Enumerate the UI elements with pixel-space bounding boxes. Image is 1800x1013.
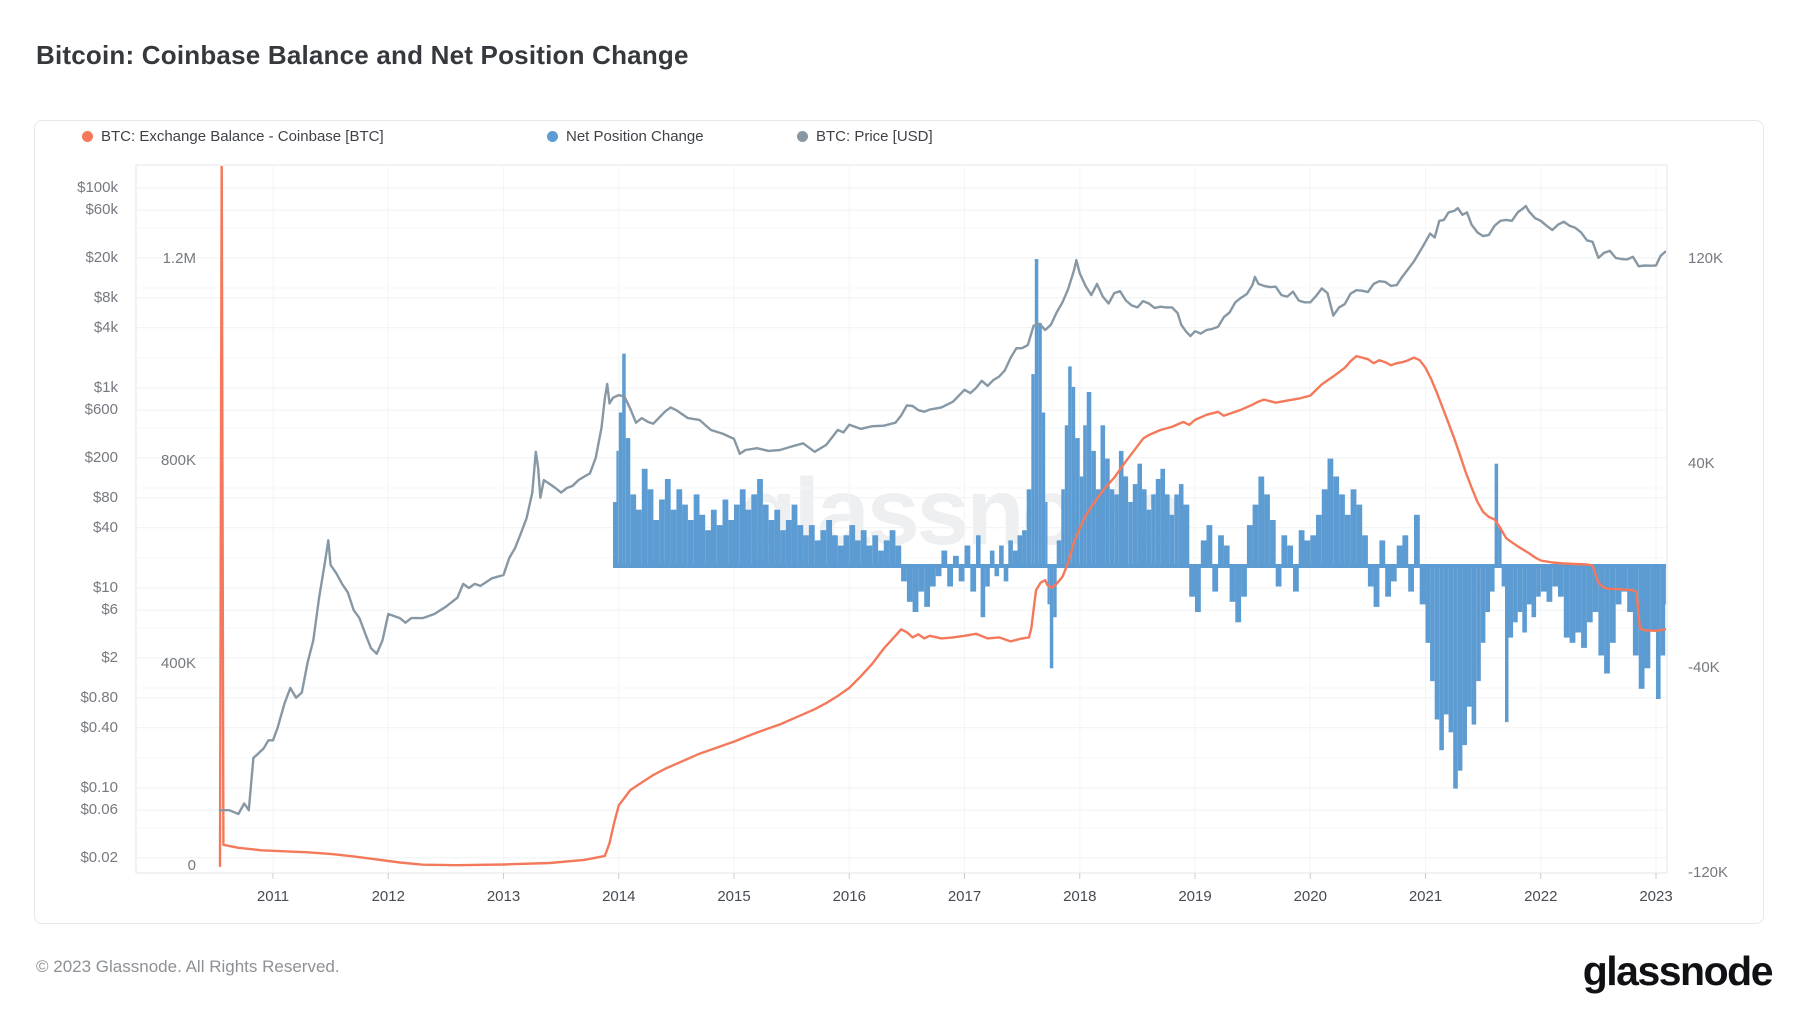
x-axis-tick-year: 2012 (371, 888, 405, 905)
chart-card (34, 120, 1764, 924)
y-axis-tick-price: $6 (101, 601, 118, 619)
x-axis-tick-year: 2022 (1524, 888, 1558, 905)
x-axis-tick-year: 2011 (256, 888, 290, 905)
y-axis-tick-price: $10 (92, 579, 118, 596)
series-btc-price (218, 204, 1666, 816)
series-exchange-balance (218, 166, 1666, 868)
gridlines (136, 165, 1667, 879)
y-axis-tick-price: $200 (84, 448, 118, 466)
page-title: Bitcoin: Coinbase Balance and Net Positi… (36, 40, 689, 70)
x-axis-tick-year: 2018 (1063, 888, 1097, 905)
y-axis-tick-price: $60k (85, 201, 118, 219)
legend-label: Net Position Change (566, 128, 704, 145)
y-axis-tick-price: $40 (92, 518, 118, 536)
legend-dot-icon (547, 131, 558, 142)
y-axis-tick-price: $0.10 (80, 779, 118, 796)
y-axis-tick-npc: -120K (1688, 864, 1729, 881)
x-axis-tick-year: 2014 (602, 888, 636, 905)
legend-dot-icon (797, 131, 808, 142)
series-net-position-change (612, 259, 1666, 789)
y-axis-tick-price: $1k (93, 379, 118, 396)
legend-label: BTC: Exchange Balance - Coinbase [BTC] (101, 128, 384, 145)
y-axis-tick-price: $0.40 (80, 718, 118, 736)
chart-legend: BTC: Exchange Balance - Coinbase [BTC] N… (34, 128, 1234, 150)
y-axis-tick-price: $100k (77, 179, 118, 196)
y-axis-tick-price: $80 (92, 488, 118, 506)
x-axis-tick-year: 2020 (1293, 888, 1327, 905)
y-axis-tick-price: $600 (84, 401, 118, 419)
y-axis-tick-price: $2 (101, 648, 118, 666)
y-axis-tick-price: $0.02 (80, 848, 118, 866)
legend-dot-icon (82, 131, 93, 142)
y-axis-tick-npc: -40K (1688, 659, 1720, 677)
y-axis-tick-price: $0.80 (80, 688, 118, 706)
x-axis-tick-year: 2019 (1178, 888, 1212, 905)
x-axis-tick-year: 2023 (1639, 888, 1673, 905)
y-axis-tick-price: $0.06 (80, 801, 118, 819)
legend-label: BTC: Price [USD] (816, 128, 933, 145)
x-axis-tick-year: 2016 (832, 888, 866, 905)
legend-item-btc-price[interactable]: BTC: Price [USD] (797, 128, 933, 145)
y-axis-tick-balance: 400K (160, 654, 196, 672)
y-axis-tick-balance: 800K (160, 452, 196, 470)
x-axis-tick-year: 2021 (1408, 888, 1443, 905)
copyright-text: © 2023 Glassnode. All Rights Reserved. (36, 957, 340, 976)
y-axis-tick-price: $20k (85, 248, 118, 266)
x-axis-tick-year: 2013 (486, 888, 521, 905)
glassnode-logo[interactable]: glassnode (1582, 948, 1774, 994)
legend-item-exchange-balance[interactable]: BTC: Exchange Balance - Coinbase [BTC] (82, 128, 384, 145)
y-axis-tick-price: $4k (93, 318, 118, 336)
plot-border (135, 164, 1668, 874)
y-axis-tick-balance: 0 (187, 857, 196, 874)
legend-item-net-position-change[interactable]: Net Position Change (547, 128, 704, 145)
y-axis-tick-balance: 1.2M (162, 250, 196, 267)
x-axis-tick-year: 2015 (717, 888, 751, 905)
y-axis-tick-npc: 120K (1688, 250, 1724, 267)
x-axis-tick-year: 2017 (947, 888, 982, 905)
y-axis-tick-npc: 40K (1688, 454, 1715, 472)
y-axis-tick-price: $8k (93, 288, 118, 306)
